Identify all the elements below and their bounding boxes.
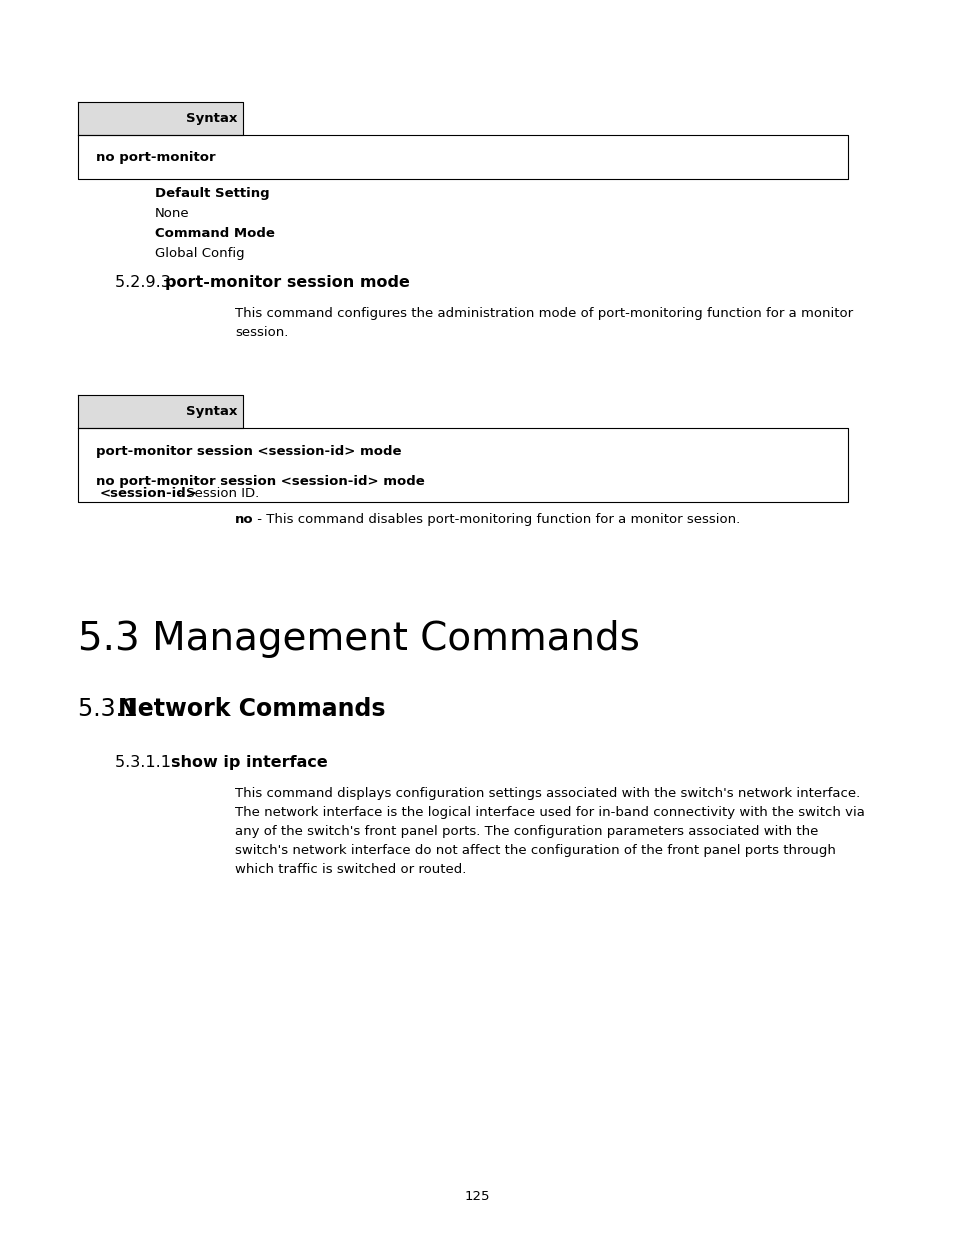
Text: Command Mode: Command Mode [154, 227, 274, 240]
Text: no port-monitor: no port-monitor [96, 152, 215, 164]
Text: <session-id>: <session-id> [100, 487, 197, 500]
Bar [78, 103, 243, 135]
Text: Network Commands: Network Commands [118, 697, 385, 721]
Text: 5.3.1.1: 5.3.1.1 [115, 755, 176, 769]
Text: - Session ID.: - Session ID. [172, 487, 259, 500]
Text: - This command disables port-monitoring function for a monitor session.: - This command disables port-monitoring … [253, 513, 740, 526]
Text: Global Config: Global Config [154, 247, 244, 261]
Text: 5.3 Management Commands: 5.3 Management Commands [78, 620, 639, 658]
Text: no: no [234, 513, 253, 526]
Text: None: None [154, 207, 190, 220]
Text: port-monitor session <session-id> mode: port-monitor session <session-id> mode [96, 445, 401, 457]
Text: 5.2.9.3: 5.2.9.3 [115, 275, 175, 290]
Text: show ip interface: show ip interface [171, 755, 328, 769]
Bar [78, 395, 243, 429]
Text: Syntax: Syntax [186, 405, 236, 417]
Text: This command configures the administration mode of port-monitoring function for : This command configures the administrati… [234, 308, 852, 338]
Text: 125: 125 [464, 1191, 489, 1203]
Text: port-monitor session mode: port-monitor session mode [165, 275, 410, 290]
Text: 5.3.1: 5.3.1 [78, 697, 145, 721]
Text: This command displays configuration settings associated with the switch's networ: This command displays configuration sett… [234, 787, 864, 876]
Text: no port-monitor session <session-id> mode: no port-monitor session <session-id> mod… [96, 474, 424, 488]
Text: Syntax: Syntax [186, 112, 236, 125]
Text: Default Setting: Default Setting [154, 186, 270, 200]
